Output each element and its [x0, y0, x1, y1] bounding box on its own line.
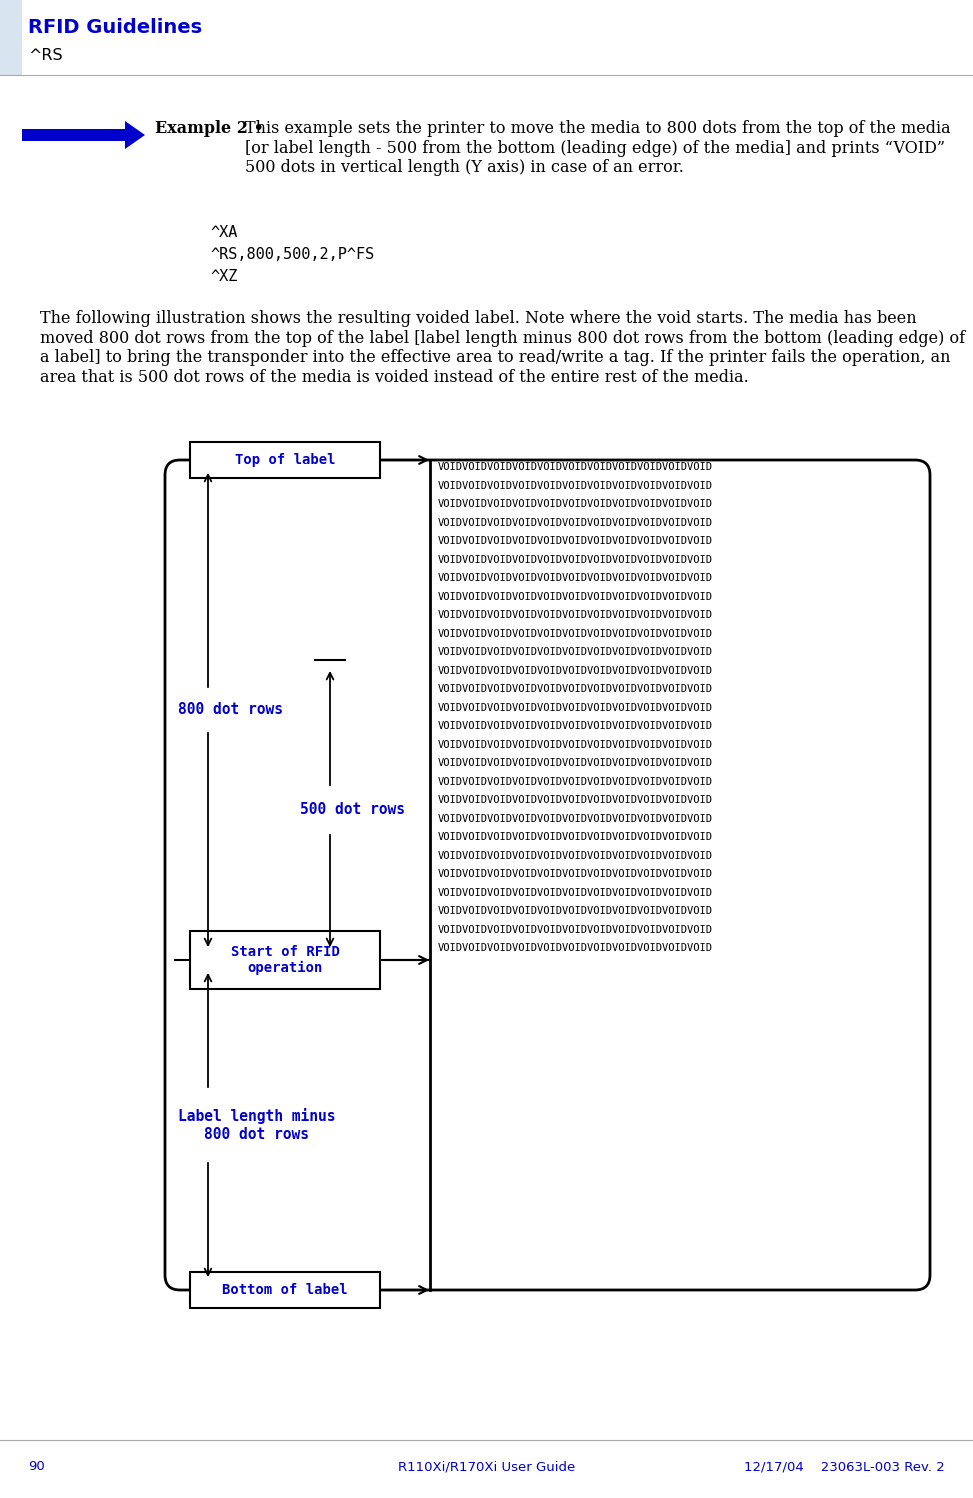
Text: VOIDVOIDVOIDVOIDVOIDVOIDVOIDVOIDVOIDVOIDVOID: VOIDVOIDVOIDVOIDVOIDVOIDVOIDVOIDVOIDVOID…	[438, 777, 713, 786]
Text: The following illustration shows the resulting voided label. Note where the void: The following illustration shows the res…	[40, 310, 965, 386]
Text: VOIDVOIDVOIDVOIDVOIDVOIDVOIDVOIDVOIDVOIDVOID: VOIDVOIDVOIDVOIDVOIDVOIDVOIDVOIDVOIDVOID…	[438, 536, 713, 547]
Text: VOIDVOIDVOIDVOIDVOIDVOIDVOIDVOIDVOIDVOIDVOID: VOIDVOIDVOIDVOIDVOIDVOIDVOIDVOIDVOIDVOID…	[438, 461, 713, 472]
Polygon shape	[22, 121, 145, 148]
Text: 500 dot rows: 500 dot rows	[300, 803, 405, 818]
Text: 800 dot rows: 800 dot rows	[178, 703, 283, 718]
Text: 12/17/04    23063L-003 Rev. 2: 12/17/04 23063L-003 Rev. 2	[744, 1461, 945, 1473]
Text: VOIDVOIDVOIDVOIDVOIDVOIDVOIDVOIDVOIDVOIDVOID: VOIDVOIDVOIDVOIDVOIDVOIDVOIDVOIDVOIDVOID…	[438, 813, 713, 824]
Text: VOIDVOIDVOIDVOIDVOIDVOIDVOIDVOIDVOIDVOIDVOID: VOIDVOIDVOIDVOIDVOIDVOIDVOIDVOIDVOIDVOID…	[438, 924, 713, 935]
Bar	[190, 1272, 380, 1308]
Text: Start of RFID
operation: Start of RFID operation	[231, 945, 340, 975]
Text: ^RS: ^RS	[28, 48, 62, 63]
Text: VOIDVOIDVOIDVOIDVOIDVOIDVOIDVOIDVOIDVOIDVOID: VOIDVOIDVOIDVOIDVOIDVOIDVOIDVOIDVOIDVOID…	[438, 592, 713, 602]
FancyBboxPatch shape	[165, 460, 930, 1290]
Text: ^XA: ^XA	[210, 225, 237, 240]
Text: VOIDVOIDVOIDVOIDVOIDVOIDVOIDVOIDVOIDVOIDVOID: VOIDVOIDVOIDVOIDVOIDVOIDVOIDVOIDVOIDVOID…	[438, 665, 713, 676]
Text: Label length minus
800 dot rows: Label length minus 800 dot rows	[178, 1109, 336, 1141]
Text: RFID Guidelines: RFID Guidelines	[28, 18, 202, 37]
Text: VOIDVOIDVOIDVOIDVOIDVOIDVOIDVOIDVOIDVOIDVOID: VOIDVOIDVOIDVOIDVOIDVOIDVOIDVOIDVOIDVOID…	[438, 517, 713, 527]
Text: VOIDVOIDVOIDVOIDVOIDVOIDVOIDVOIDVOIDVOIDVOID: VOIDVOIDVOIDVOIDVOIDVOIDVOIDVOIDVOIDVOID…	[438, 647, 713, 658]
Text: VOIDVOIDVOIDVOIDVOIDVOIDVOIDVOIDVOIDVOIDVOID: VOIDVOIDVOIDVOIDVOIDVOIDVOIDVOIDVOIDVOID…	[438, 851, 713, 861]
Text: Bottom of label: Bottom of label	[222, 1282, 347, 1297]
Text: Top of label: Top of label	[234, 452, 336, 467]
Text: VOIDVOIDVOIDVOIDVOIDVOIDVOIDVOIDVOIDVOIDVOID: VOIDVOIDVOIDVOIDVOIDVOIDVOIDVOIDVOIDVOID…	[438, 629, 713, 638]
Text: VOIDVOIDVOIDVOIDVOIDVOIDVOIDVOIDVOIDVOIDVOID: VOIDVOIDVOIDVOIDVOIDVOIDVOIDVOIDVOIDVOID…	[438, 740, 713, 750]
Text: VOIDVOIDVOIDVOIDVOIDVOIDVOIDVOIDVOIDVOIDVOID: VOIDVOIDVOIDVOIDVOIDVOIDVOIDVOIDVOIDVOID…	[438, 795, 713, 806]
Text: VOIDVOIDVOIDVOIDVOIDVOIDVOIDVOIDVOIDVOIDVOID: VOIDVOIDVOIDVOIDVOIDVOIDVOIDVOIDVOIDVOID…	[438, 499, 713, 509]
Text: VOIDVOIDVOIDVOIDVOIDVOIDVOIDVOIDVOIDVOIDVOID: VOIDVOIDVOIDVOIDVOIDVOIDVOIDVOIDVOIDVOID…	[438, 685, 713, 694]
Text: VOIDVOIDVOIDVOIDVOIDVOIDVOIDVOIDVOIDVOIDVOID: VOIDVOIDVOIDVOIDVOIDVOIDVOIDVOIDVOIDVOID…	[438, 869, 713, 879]
Text: Example 2 •: Example 2 •	[155, 120, 270, 136]
Text: VOIDVOIDVOIDVOIDVOIDVOIDVOIDVOIDVOIDVOIDVOID: VOIDVOIDVOIDVOIDVOIDVOIDVOIDVOIDVOIDVOID…	[438, 703, 713, 713]
Text: VOIDVOIDVOIDVOIDVOIDVOIDVOIDVOIDVOIDVOIDVOID: VOIDVOIDVOIDVOIDVOIDVOIDVOIDVOIDVOIDVOID…	[438, 721, 713, 731]
Text: VOIDVOIDVOIDVOIDVOIDVOIDVOIDVOIDVOIDVOIDVOID: VOIDVOIDVOIDVOIDVOIDVOIDVOIDVOIDVOIDVOID…	[438, 610, 713, 620]
Text: This example sets the printer to move the media to 800 dots from the top of the : This example sets the printer to move th…	[245, 120, 951, 177]
Text: VOIDVOIDVOIDVOIDVOIDVOIDVOIDVOIDVOIDVOIDVOID: VOIDVOIDVOIDVOIDVOIDVOIDVOIDVOIDVOIDVOID…	[438, 481, 713, 490]
Text: VOIDVOIDVOIDVOIDVOIDVOIDVOIDVOIDVOIDVOIDVOID: VOIDVOIDVOIDVOIDVOIDVOIDVOIDVOIDVOIDVOID…	[438, 906, 713, 917]
Text: VOIDVOIDVOIDVOIDVOIDVOIDVOIDVOIDVOIDVOIDVOID: VOIDVOIDVOIDVOIDVOIDVOIDVOIDVOIDVOIDVOID…	[438, 944, 713, 954]
Text: VOIDVOIDVOIDVOIDVOIDVOIDVOIDVOIDVOIDVOIDVOID: VOIDVOIDVOIDVOIDVOIDVOIDVOIDVOIDVOIDVOID…	[438, 554, 713, 565]
Text: VOIDVOIDVOIDVOIDVOIDVOIDVOIDVOIDVOIDVOIDVOID: VOIDVOIDVOIDVOIDVOIDVOIDVOIDVOIDVOIDVOID…	[438, 833, 713, 842]
Bar	[190, 442, 380, 478]
Bar	[0, 0, 22, 75]
Text: VOIDVOIDVOIDVOIDVOIDVOIDVOIDVOIDVOIDVOIDVOID: VOIDVOIDVOIDVOIDVOIDVOIDVOIDVOIDVOIDVOID…	[438, 574, 713, 583]
Text: ^RS,800,500,2,P^FS: ^RS,800,500,2,P^FS	[210, 247, 375, 262]
Text: ^XZ: ^XZ	[210, 270, 237, 285]
Text: VOIDVOIDVOIDVOIDVOIDVOIDVOIDVOIDVOIDVOIDVOID: VOIDVOIDVOIDVOIDVOIDVOIDVOIDVOIDVOIDVOID…	[438, 888, 713, 897]
Text: 90: 90	[28, 1461, 45, 1473]
Bar	[190, 932, 380, 989]
Text: VOIDVOIDVOIDVOIDVOIDVOIDVOIDVOIDVOIDVOIDVOID: VOIDVOIDVOIDVOIDVOIDVOIDVOIDVOIDVOIDVOID…	[438, 758, 713, 768]
Text: R110Xi/R170Xi User Guide: R110Xi/R170Xi User Guide	[398, 1461, 575, 1473]
